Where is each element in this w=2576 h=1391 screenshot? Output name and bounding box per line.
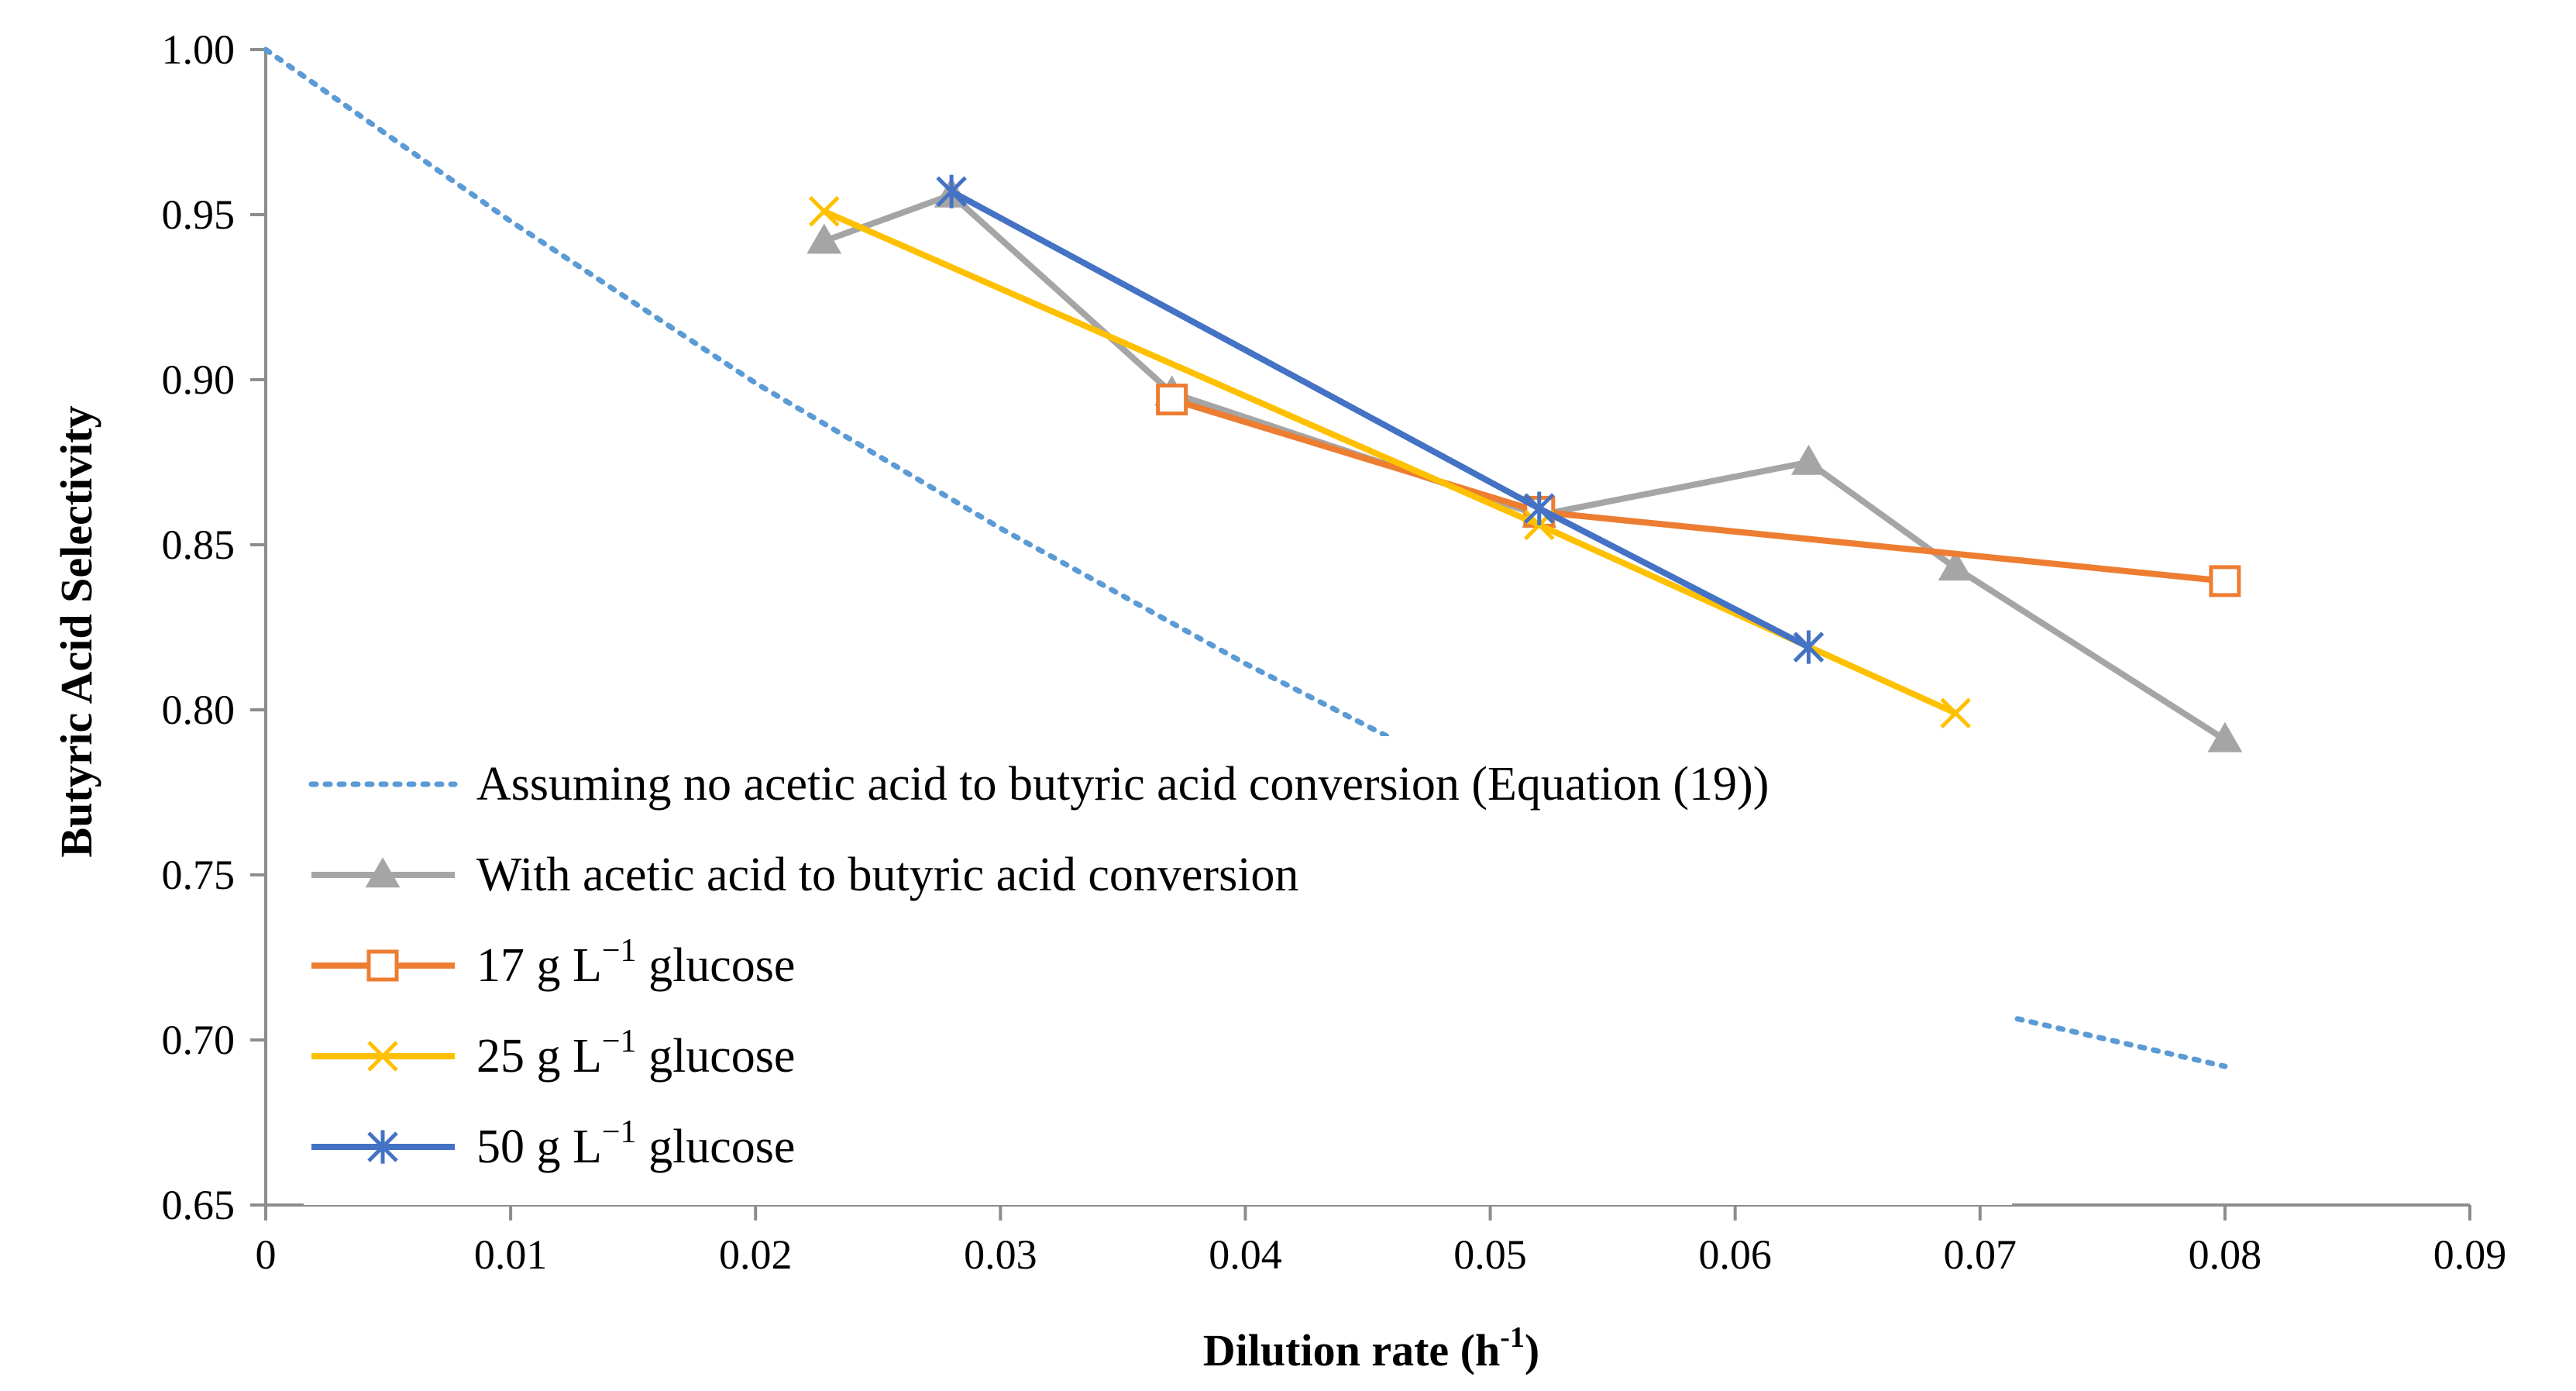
x-tick-label: 0.05 [1453,1231,1527,1278]
series-with-acetic-acid-to-butyric-acid-conversion-point [1938,550,1973,581]
series-with-acetic-acid-to-butyric-acid-conversion [807,177,2243,752]
y-tick-label: 0.65 [162,1182,236,1228]
legend-marker [367,1130,398,1164]
x-axis-title: Dilution rate (h-1) [1203,1321,1539,1376]
legend-marker [366,949,399,982]
legend-label: 25 g L−1 glucose [476,1024,795,1083]
x-tick-label: 0.02 [719,1231,793,1278]
y-tick-label: 0.85 [162,522,236,568]
series-50-g-l-1-glucose-line [950,188,1811,650]
legend-item: 50 g L−1 glucose [311,1114,795,1173]
x-tick-label: 0.08 [2189,1231,2262,1278]
series-25-g-l-1-glucose-point [808,195,840,227]
legend-item: With acetic acid to butyric acid convers… [311,849,1298,901]
legend: Assuming no acetic acid to butyric acid … [304,736,2012,1205]
series-17-g-l-1-glucose [1156,384,2241,597]
legend-item: Assuming no acetic acid to butyric acid … [308,758,1769,811]
x-tick-label: 0.01 [474,1231,548,1278]
series-50-g-l-1-glucose-point [936,174,967,208]
y-tick-label: 0.90 [162,356,236,403]
legend-item: 25 g L−1 glucose [311,1024,795,1083]
legend-background [304,736,2012,1205]
x-tick-label: 0.04 [1209,1231,1282,1278]
series-25-g-l-1-glucose-point [1940,697,1971,729]
x-axis-title-sup: -1 [1500,1321,1525,1354]
legend-item: 17 g L−1 glucose [311,933,795,992]
axes: 0.65 0.70 0.75 0.80 0.85 0.90 0.95 1.00 0 0.01 0.… [162,26,2507,1278]
x-axis-title-tail: ) [1525,1325,1539,1376]
legend-marker [367,1041,398,1072]
legend-label: 17 g L−1 glucose [476,933,795,992]
series-with-acetic-acid-to-butyric-acid-conversion-line [823,191,2227,742]
series-17-g-l-1-glucose-line [1171,396,2226,584]
legend-marker [365,857,401,888]
y-tick-label: 0.95 [162,191,236,238]
series-with-acetic-acid-to-butyric-acid-conversion-point [807,223,842,254]
x-ticks: 0 0.01 0.02 0.03 0.04 0.05 0.06 0.07 0.08 0.09 [256,1205,2507,1278]
y-ticks: 0.65 0.70 0.75 0.80 0.85 0.90 0.95 1.00 [162,26,266,1228]
y-tick-label: 0.70 [162,1017,236,1063]
legend-label: Assuming no acetic acid to butyric acid … [476,758,1769,811]
y-tick-label: 1.00 [162,26,236,73]
x-tick-label: 0.03 [964,1231,1037,1278]
x-tick-label: 0 [256,1231,277,1278]
series-17-g-l-1-glucose-point [1156,384,1188,416]
x-tick-label: 0.07 [1944,1231,2017,1278]
series-50-g-l-1-glucose-point [1793,630,1825,664]
legend-label: With acetic acid to butyric acid convers… [476,849,1298,901]
x-tick-label: 0.09 [2433,1231,2507,1278]
y-axis-title: Butyric Acid Selectivity [51,405,101,857]
y-tick-label: 0.75 [162,852,236,898]
x-axis-title-main: Dilution rate (h [1203,1325,1500,1376]
series-50-g-l-1-glucose [936,174,1825,664]
legend-label: 50 g L−1 glucose [476,1114,795,1173]
y-tick-label: 0.80 [162,687,236,733]
series-with-acetic-acid-to-butyric-acid-conversion-point [1791,444,1826,475]
series-17-g-l-1-glucose-point [2209,565,2241,597]
x-tick-label: 0.06 [1698,1231,1772,1278]
series-with-acetic-acid-to-butyric-acid-conversion-point [2207,721,2243,752]
series-50-g-l-1-glucose-point [1524,491,1555,525]
